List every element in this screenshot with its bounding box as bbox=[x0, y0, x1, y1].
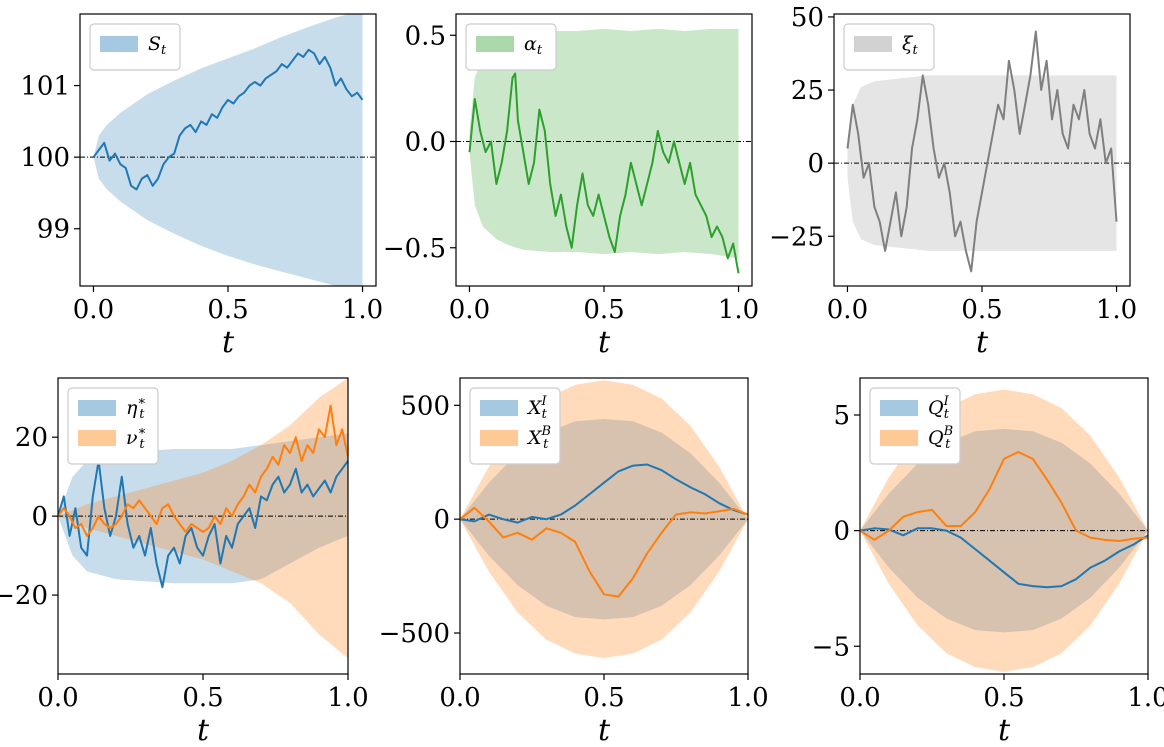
y-tick-label: −0.5 bbox=[383, 234, 446, 264]
legend bbox=[67, 387, 159, 465]
y-tick-label: −5 bbox=[812, 632, 850, 662]
series-line-S_t bbox=[92, 48, 364, 191]
legend-swatch bbox=[100, 36, 138, 52]
y-tick-label: 99 bbox=[37, 215, 70, 245]
y-tick-label: −500 bbox=[379, 619, 450, 649]
x-axis-label: t bbox=[598, 325, 611, 360]
series-line-alpha_t bbox=[468, 72, 740, 274]
legend-swatch bbox=[78, 400, 116, 416]
legend-swatch bbox=[78, 430, 116, 446]
plot-area bbox=[80, 14, 376, 286]
x-tick-label: 0.5 bbox=[583, 295, 624, 325]
series-line-eta_t* bbox=[58, 459, 348, 589]
y-tick-label: 0.5 bbox=[405, 21, 446, 51]
legend bbox=[465, 23, 557, 71]
series-line-Q_t^B bbox=[860, 451, 1148, 542]
x-tick-label: 0.5 bbox=[983, 683, 1024, 713]
x-axis-label: t bbox=[598, 713, 611, 747]
panel-inventory: 0.0 0.5 1.0 −500 0 500 t XI tXB t bbox=[379, 377, 769, 747]
band-S_t bbox=[93, 14, 363, 286]
y-tick-label: 0 bbox=[833, 517, 850, 547]
y-tick-label: 0 bbox=[31, 502, 48, 532]
x-axis-label: t bbox=[976, 325, 989, 360]
legend-swatch bbox=[880, 430, 918, 446]
legend bbox=[843, 23, 935, 71]
y-tick-label: 101 bbox=[20, 72, 70, 102]
x-tick-label: 0.5 bbox=[182, 683, 223, 713]
x-tick-label: 1.0 bbox=[718, 295, 759, 325]
y-tick-label: −25 bbox=[769, 222, 824, 252]
panel-quantity: 0.0 0.5 1.0 −5 0 5 t QI tQB t bbox=[812, 377, 1164, 747]
legend-label: η∗ t bbox=[126, 394, 146, 422]
x-tick-label: 1.0 bbox=[727, 683, 768, 713]
y-tick-label: 5 bbox=[833, 401, 850, 431]
series-line-X_t^B bbox=[460, 506, 748, 598]
band-alpha_t bbox=[469, 28, 739, 259]
band-nu_t* bbox=[58, 378, 348, 659]
panel-controls: 0.0 0.5 1.0 −20 0 20 t η∗ tν∗ t bbox=[0, 377, 369, 747]
y-tick-label: 25 bbox=[791, 76, 824, 106]
y-tick-label: 0.0 bbox=[405, 128, 446, 158]
x-tick-label: 0.0 bbox=[827, 295, 868, 325]
x-tick-label: 1.0 bbox=[1096, 295, 1137, 325]
plot-area bbox=[834, 30, 1130, 273]
plot-area bbox=[58, 378, 348, 659]
legend-label: XB t bbox=[526, 424, 551, 452]
band-eta_t* bbox=[58, 433, 348, 584]
legend-swatch bbox=[880, 400, 918, 416]
y-tick-label: −20 bbox=[0, 581, 48, 611]
y-tick-label: 0 bbox=[807, 149, 824, 179]
x-tick-label: 0.0 bbox=[449, 295, 490, 325]
legend-label: XI t bbox=[526, 394, 548, 422]
series-line-Q_t^I bbox=[860, 527, 1148, 589]
legend-swatch bbox=[476, 36, 514, 52]
x-axis-label: t bbox=[222, 325, 235, 360]
legend-swatch bbox=[480, 400, 518, 416]
series-line-xi_t bbox=[846, 30, 1118, 273]
legend-swatch bbox=[480, 430, 518, 446]
series-line-nu_t* bbox=[58, 404, 348, 537]
legend bbox=[89, 23, 181, 71]
x-tick-label: 0.0 bbox=[439, 683, 480, 713]
x-tick-label: 0.0 bbox=[839, 683, 880, 713]
y-tick-label: 500 bbox=[400, 391, 450, 421]
x-axis-label: t bbox=[197, 713, 210, 747]
x-tick-label: 0.5 bbox=[207, 295, 248, 325]
x-tick-label: 0.0 bbox=[73, 295, 114, 325]
x-tick-label: 0.5 bbox=[961, 295, 1002, 325]
y-tick-label: 100 bbox=[20, 143, 70, 173]
x-tick-label: 0.5 bbox=[583, 683, 624, 713]
y-tick-label: 50 bbox=[791, 3, 824, 33]
legend-label: QB t bbox=[928, 424, 953, 452]
legend-label: ν∗ t bbox=[126, 424, 146, 452]
x-tick-label: 1.0 bbox=[1127, 683, 1164, 713]
x-tick-label: 1.0 bbox=[327, 683, 368, 713]
legend-swatch bbox=[854, 36, 892, 52]
x-tick-label: 1.0 bbox=[342, 295, 383, 325]
plot-area bbox=[456, 28, 752, 274]
legend bbox=[869, 387, 961, 465]
y-tick-label: 0 bbox=[433, 505, 450, 535]
legend bbox=[469, 387, 561, 465]
x-tick-label: 0.0 bbox=[37, 683, 78, 713]
series-line-X_t^I bbox=[460, 463, 748, 524]
y-tick-label: 20 bbox=[15, 423, 48, 453]
legend-label: QI t bbox=[928, 394, 950, 422]
x-axis-label: t bbox=[998, 713, 1011, 747]
